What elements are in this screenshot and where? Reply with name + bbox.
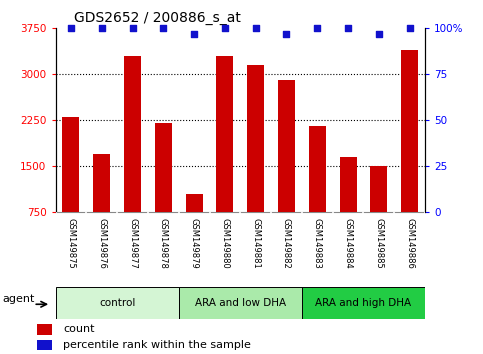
Text: control: control	[99, 298, 135, 308]
Text: GDS2652 / 200886_s_at: GDS2652 / 200886_s_at	[74, 11, 241, 24]
Bar	[37, 340, 53, 350]
Point	[252, 25, 259, 31]
Point	[67, 25, 75, 31]
Text: GSM149883: GSM149883	[313, 218, 322, 269]
Point	[406, 25, 413, 31]
Bar	[216, 56, 233, 212]
Text: agent: agent	[3, 295, 35, 304]
Point	[283, 31, 290, 37]
Text: GSM149877: GSM149877	[128, 218, 137, 269]
Bar	[278, 80, 295, 212]
Bar	[62, 117, 79, 212]
Bar	[247, 65, 264, 212]
Bar	[155, 124, 172, 212]
Bar	[124, 56, 141, 212]
Point	[190, 31, 198, 37]
Point	[159, 25, 167, 31]
Bar	[93, 154, 110, 212]
Bar	[185, 194, 202, 212]
Text: GSM149882: GSM149882	[282, 218, 291, 269]
Bar	[340, 157, 356, 212]
Text: GSM149879: GSM149879	[190, 218, 199, 269]
Point	[375, 31, 383, 37]
Point	[128, 25, 136, 31]
Text: GSM149875: GSM149875	[67, 218, 75, 269]
Bar	[56, 287, 179, 319]
Bar	[370, 166, 387, 212]
Bar	[401, 50, 418, 212]
Text: GSM149876: GSM149876	[97, 218, 106, 269]
Text: GSM149880: GSM149880	[220, 218, 229, 269]
Point	[221, 25, 229, 31]
Text: percentile rank within the sample: percentile rank within the sample	[63, 340, 251, 350]
Text: GSM149885: GSM149885	[374, 218, 384, 269]
Point	[98, 25, 106, 31]
Bar	[179, 287, 302, 319]
Text: GSM149878: GSM149878	[159, 218, 168, 269]
Bar	[302, 287, 425, 319]
Text: GSM149881: GSM149881	[251, 218, 260, 269]
Text: count: count	[63, 324, 95, 334]
Point	[313, 25, 321, 31]
Text: GSM149884: GSM149884	[343, 218, 353, 269]
Text: ARA and low DHA: ARA and low DHA	[195, 298, 286, 308]
Text: GSM149886: GSM149886	[405, 218, 414, 269]
Point	[344, 25, 352, 31]
Bar	[309, 126, 326, 212]
Text: ARA and high DHA: ARA and high DHA	[315, 298, 412, 308]
Bar	[37, 324, 53, 335]
